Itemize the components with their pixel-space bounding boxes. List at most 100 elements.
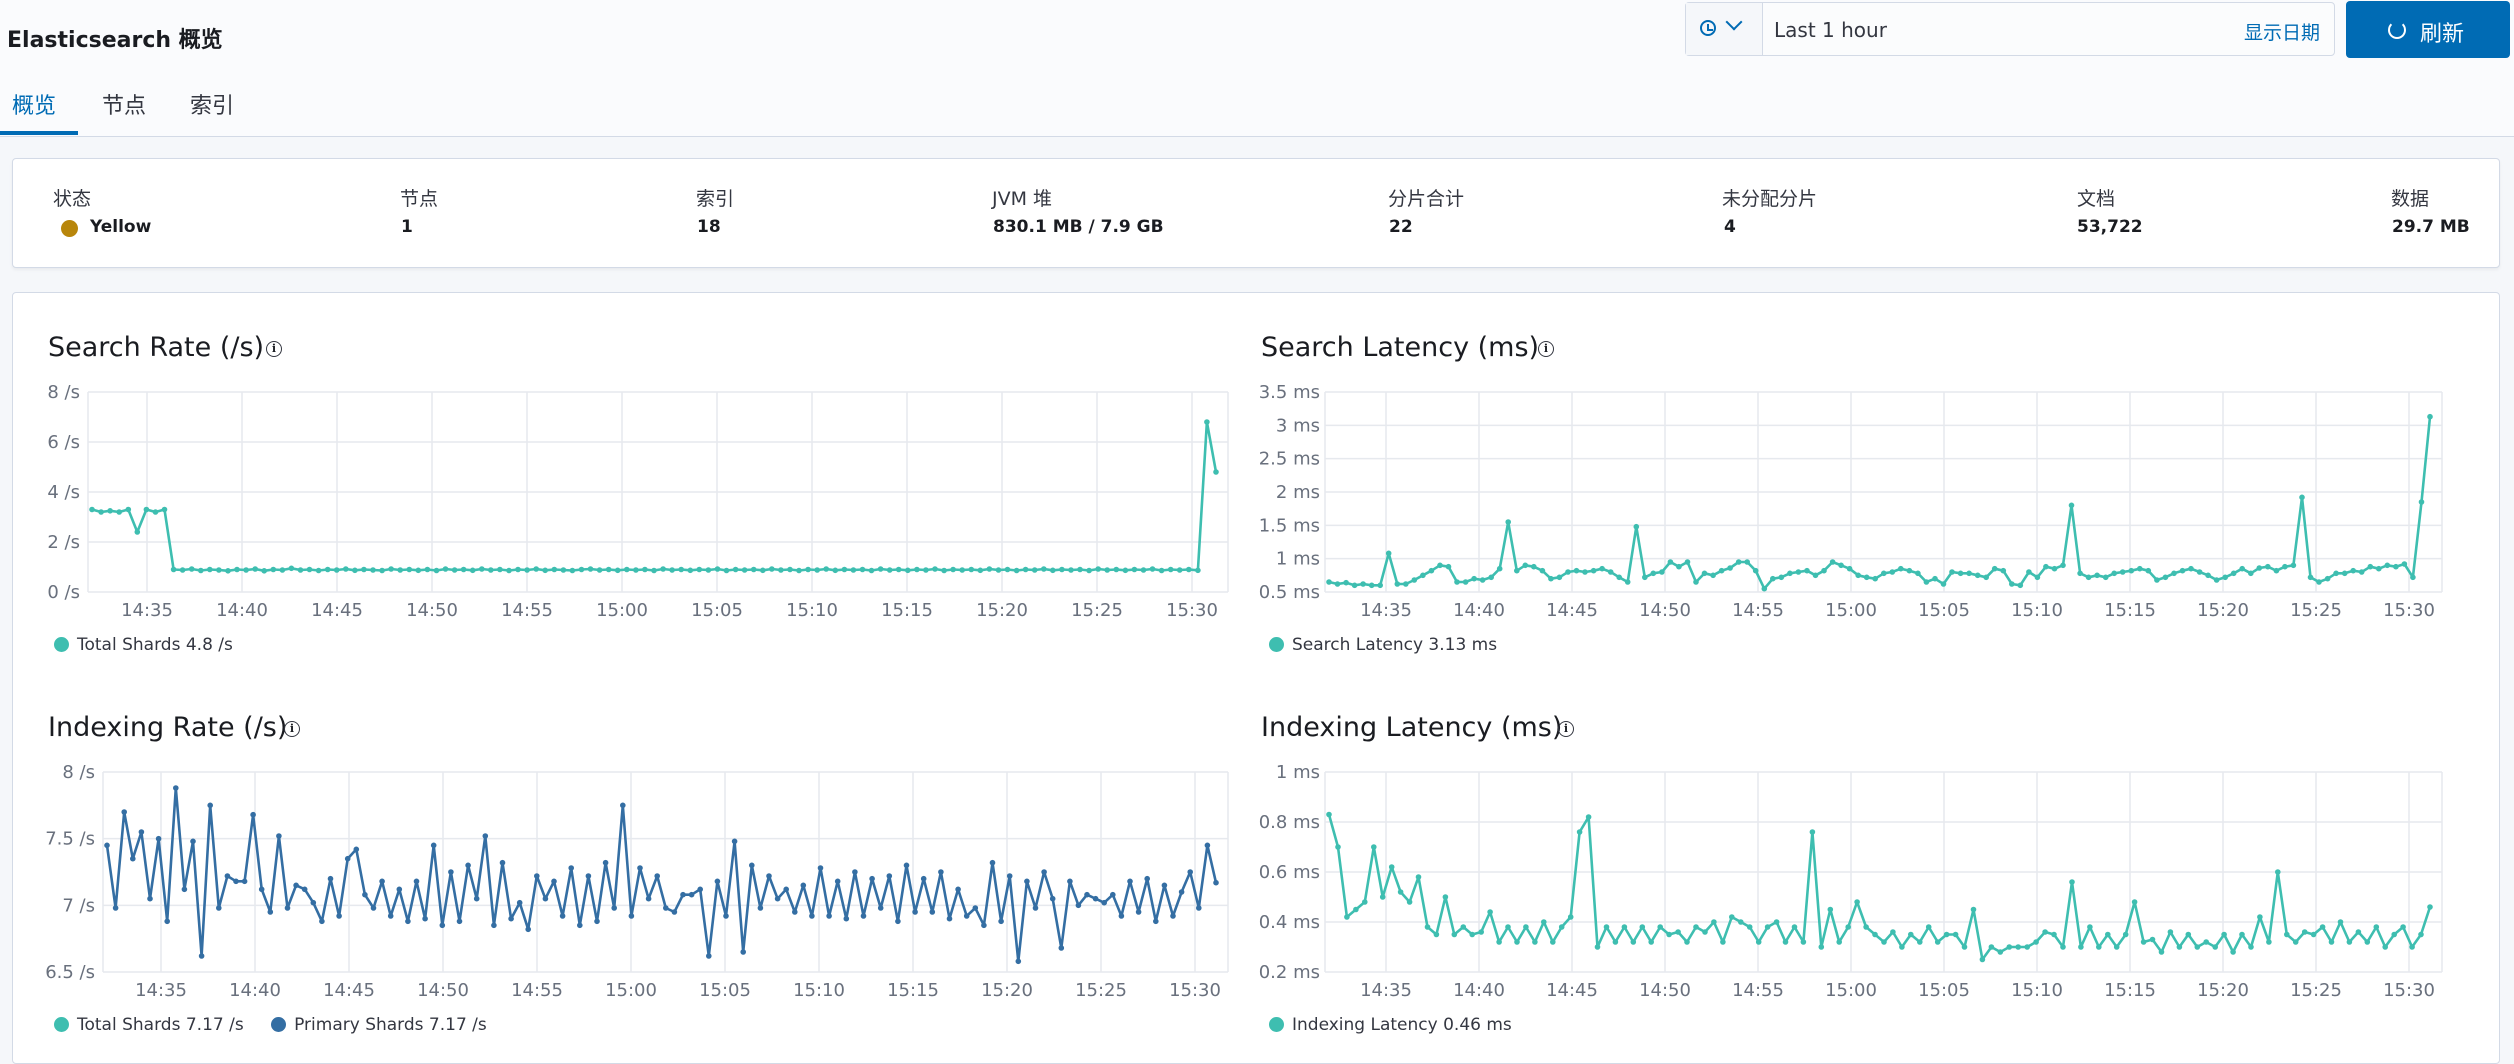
x-tick-label: 14:35 bbox=[121, 600, 173, 621]
stat-value-jvm-heap: 830.1 MB / 7.9 GB bbox=[993, 217, 1164, 237]
data-point bbox=[886, 567, 893, 573]
refresh-button[interactable]: 刷新 bbox=[2346, 1, 2510, 58]
data-point bbox=[1966, 570, 1972, 577]
data-point bbox=[1923, 579, 1930, 585]
data-point bbox=[1718, 567, 1725, 574]
y-tick-label: 1 ms bbox=[1276, 549, 1320, 570]
data-point bbox=[1385, 550, 1392, 557]
data-point bbox=[1567, 914, 1574, 920]
tab-overview[interactable]: 概览 bbox=[12, 94, 57, 119]
data-point bbox=[1952, 931, 1959, 938]
data-point bbox=[516, 899, 523, 906]
data-point bbox=[2221, 931, 2227, 938]
data-point bbox=[955, 886, 961, 893]
data-point bbox=[343, 566, 349, 572]
data-point bbox=[2282, 563, 2288, 570]
data-point bbox=[2346, 939, 2353, 945]
data-point bbox=[1889, 569, 1896, 575]
data-point bbox=[2017, 582, 2024, 589]
legend-item[interactable]: Total Shards 7.17 /s bbox=[54, 1015, 244, 1035]
data-point bbox=[1113, 566, 1120, 573]
legend-series-value: 3.13 ms bbox=[1428, 635, 1498, 655]
data-point bbox=[1983, 574, 1989, 581]
data-point bbox=[1974, 572, 1981, 579]
x-tick-label: 15:00 bbox=[1825, 980, 1877, 1001]
data-point bbox=[1720, 939, 1726, 945]
info-icon[interactable]: i bbox=[284, 721, 300, 737]
time-range-value[interactable]: Last 1 hour bbox=[1774, 18, 1887, 42]
data-point bbox=[1585, 814, 1592, 820]
data-point bbox=[2205, 572, 2211, 579]
data-point bbox=[1420, 572, 1426, 579]
data-point bbox=[1599, 565, 1605, 572]
data-point bbox=[2042, 929, 2048, 935]
data-point bbox=[2069, 879, 2075, 885]
data-point bbox=[1576, 829, 1583, 835]
data-point bbox=[2196, 569, 2203, 575]
y-tick-label: 1 ms bbox=[1276, 762, 1320, 783]
show-dates-link[interactable]: 显示日期 bbox=[2243, 22, 2320, 44]
x-tick-label: 15:15 bbox=[2104, 600, 2156, 621]
data-point bbox=[152, 509, 159, 515]
data-point bbox=[1479, 577, 1486, 583]
legend-item[interactable]: Indexing Latency 0.46 ms bbox=[1269, 1015, 1512, 1035]
legend-series-value: 7.17 /s bbox=[428, 1015, 487, 1035]
data-point bbox=[1433, 931, 1440, 938]
time-picker[interactable]: Last 1 hour 显示日期 bbox=[1685, 2, 2335, 56]
data-point bbox=[2292, 939, 2299, 945]
data-point bbox=[859, 566, 866, 573]
data-point bbox=[143, 506, 150, 513]
info-icon[interactable]: i bbox=[1558, 721, 1574, 737]
data-point bbox=[2316, 579, 2322, 585]
data-point bbox=[336, 913, 342, 919]
data-point bbox=[439, 922, 446, 929]
series-line bbox=[1328, 416, 2432, 591]
data-point bbox=[2102, 574, 2109, 581]
data-point bbox=[1565, 569, 1571, 575]
y-tick-label: 0.4 ms bbox=[1259, 912, 1320, 933]
data-point bbox=[456, 918, 463, 925]
data-point bbox=[1558, 924, 1565, 930]
data-point bbox=[2307, 574, 2314, 581]
data-point bbox=[1863, 574, 1870, 581]
info-icon[interactable]: i bbox=[266, 341, 282, 357]
info-icon[interactable]: i bbox=[1538, 341, 1554, 357]
data-point bbox=[1764, 924, 1771, 930]
data-point bbox=[207, 802, 213, 809]
data-point bbox=[2256, 565, 2263, 571]
legend-item[interactable]: Total Shards 4.8 /s bbox=[54, 635, 233, 655]
data-point bbox=[614, 567, 621, 574]
data-point bbox=[413, 878, 420, 885]
data-point bbox=[301, 886, 308, 893]
data-point bbox=[1334, 581, 1341, 587]
data-point bbox=[2230, 570, 2237, 577]
data-point bbox=[1770, 575, 1776, 582]
data-point bbox=[1791, 924, 1798, 930]
data-point bbox=[1406, 899, 1413, 905]
data-point bbox=[2328, 939, 2335, 945]
data-point bbox=[1612, 939, 1619, 945]
data-point bbox=[869, 875, 875, 882]
data-point bbox=[1360, 581, 1366, 587]
tab-nodes[interactable]: 节点 bbox=[102, 94, 147, 119]
legend-item[interactable]: Search Latency 3.13 ms bbox=[1269, 635, 1497, 655]
x-tick-label: 15:00 bbox=[605, 980, 657, 1001]
data-point bbox=[379, 567, 385, 574]
data-point bbox=[388, 566, 394, 572]
legend-item[interactable]: Primary Shards 7.17 /s bbox=[271, 1015, 487, 1035]
data-point bbox=[602, 859, 609, 866]
data-point bbox=[1049, 895, 1056, 902]
x-tick-label: 15:25 bbox=[1075, 980, 1127, 1001]
data-point bbox=[2273, 567, 2280, 574]
x-tick-label: 14:35 bbox=[1360, 980, 1412, 1001]
data-point bbox=[525, 926, 531, 933]
quick-select-button[interactable] bbox=[1686, 3, 1763, 55]
data-point bbox=[2310, 931, 2317, 938]
data-point bbox=[482, 833, 489, 839]
tab-indices[interactable]: 索引 bbox=[190, 94, 235, 119]
data-point bbox=[1086, 567, 1092, 574]
data-point bbox=[1442, 894, 1449, 900]
data-point bbox=[2373, 924, 2380, 930]
x-tick-label: 15:05 bbox=[691, 600, 743, 621]
data-point bbox=[1541, 919, 1547, 925]
